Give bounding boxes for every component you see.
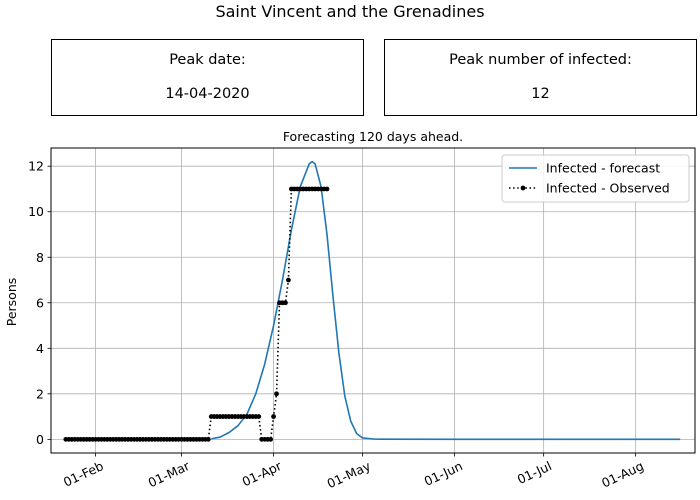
x-tick-label: 01-May	[325, 458, 374, 491]
legend: Infected - forecast Infected - Observed	[501, 154, 690, 203]
peak-date-label: Peak date:	[169, 52, 246, 68]
observed-line	[65, 188, 327, 441]
peak-infected-label: Peak number of infected:	[449, 52, 632, 68]
y-axis-label: Persons	[4, 278, 19, 327]
y-tick-label: 6	[36, 295, 44, 310]
series-layer	[63, 160, 681, 442]
peak-infected-box: Peak number of infected: 12	[384, 39, 697, 116]
y-tick-label: 4	[36, 341, 44, 356]
y-tick-label: 12	[28, 159, 44, 174]
x-tick-label: 01-Mar	[146, 458, 193, 491]
observed-point	[256, 414, 262, 419]
x-tick-label: 01-Jun	[422, 458, 465, 489]
x-tick-label: 01-Apr	[240, 458, 285, 490]
chart-title: Forecasting 120 days ahead.	[283, 129, 463, 144]
peak-date-box: Peak date: 14-04-2020	[51, 39, 364, 116]
legend-forecast-label: Infected - forecast	[546, 161, 660, 176]
observed-point	[271, 414, 276, 419]
page-title: Saint Vincent and the Grenadines	[215, 2, 485, 21]
y-tick-label: 10	[28, 204, 44, 219]
observed-point	[205, 436, 211, 442]
observed-point	[283, 300, 288, 306]
y-tick-label: 8	[36, 250, 44, 265]
y-tick-label: 0	[36, 432, 44, 447]
legend-frame	[501, 154, 690, 203]
x-tick-label: 01-Jul	[515, 458, 554, 487]
observed-point	[274, 391, 279, 397]
tick-layer: 0 2 4 6 8 10 12 01-Feb 01-Mar 01-Apr 01-May 01-Jun 0…	[28, 159, 646, 492]
x-tick-label: 01-Feb	[61, 458, 106, 490]
observed-point	[286, 277, 291, 283]
forecast-line	[211, 160, 681, 441]
observed-point	[268, 436, 274, 442]
observed-point	[324, 186, 330, 192]
legend-observed-label: Infected - Observed	[546, 181, 670, 196]
plot-area	[50, 147, 696, 454]
legend-observed-marker	[520, 185, 526, 191]
peak-date-value: 14-04-2020	[165, 86, 250, 102]
peak-infected-value: 12	[531, 86, 550, 102]
y-tick-label: 2	[36, 386, 44, 401]
x-tick-label: 01-Aug	[599, 458, 646, 490]
